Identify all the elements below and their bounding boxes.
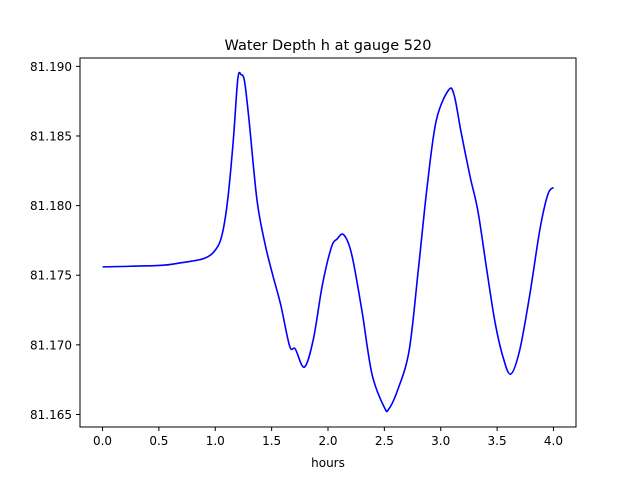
x-tick-label: 0.0 [93, 434, 112, 448]
y-tick-label: 81.175 [30, 269, 72, 283]
y-tick-label: 81.180 [30, 199, 72, 213]
x-tick-label: 4.0 [544, 434, 563, 448]
y-tick-label: 81.165 [30, 408, 72, 422]
y-tick-label: 81.185 [30, 129, 72, 143]
series-line-h [102, 71, 555, 413]
x-tick-label: 0.5 [149, 434, 168, 448]
y-tick-label: 81.190 [30, 60, 72, 74]
x-axis-label: hours [311, 456, 345, 470]
x-tick-label: 2.5 [375, 434, 394, 448]
x-tick-label: 1.0 [206, 434, 225, 448]
chart-title: Water Depth h at gauge 520 [225, 38, 432, 54]
x-tick-label: 1.5 [262, 434, 281, 448]
x-tick-label: 2.0 [318, 434, 337, 448]
x-tick-label: 3.0 [431, 434, 450, 448]
y-tick-label: 81.170 [30, 338, 72, 352]
x-tick-label: 3.5 [488, 434, 507, 448]
